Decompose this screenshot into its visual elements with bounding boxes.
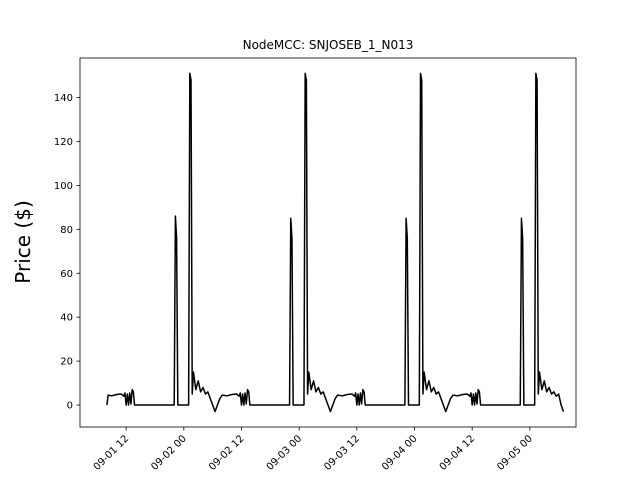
y-tick-label: 40 xyxy=(60,313,73,324)
plot-content xyxy=(106,72,565,413)
y-tick-label: 80 xyxy=(60,225,73,236)
y-tick-label: 0 xyxy=(67,401,73,412)
y-axis-label: Price ($) xyxy=(11,200,35,283)
y-axis-ticks: 0 20 40 60 80 100 120 140 xyxy=(54,93,80,412)
chart-title: NodeMCC: SNJOSEB_1_N013 xyxy=(243,38,414,52)
y-tick-label: 140 xyxy=(54,93,73,104)
y-tick-label: 120 xyxy=(54,137,73,148)
axes-frame xyxy=(79,57,577,428)
series-line xyxy=(106,72,565,413)
y-tick-label: 100 xyxy=(54,181,73,192)
y-tick-label: 20 xyxy=(60,357,73,368)
y-tick-label: 60 xyxy=(60,269,73,280)
